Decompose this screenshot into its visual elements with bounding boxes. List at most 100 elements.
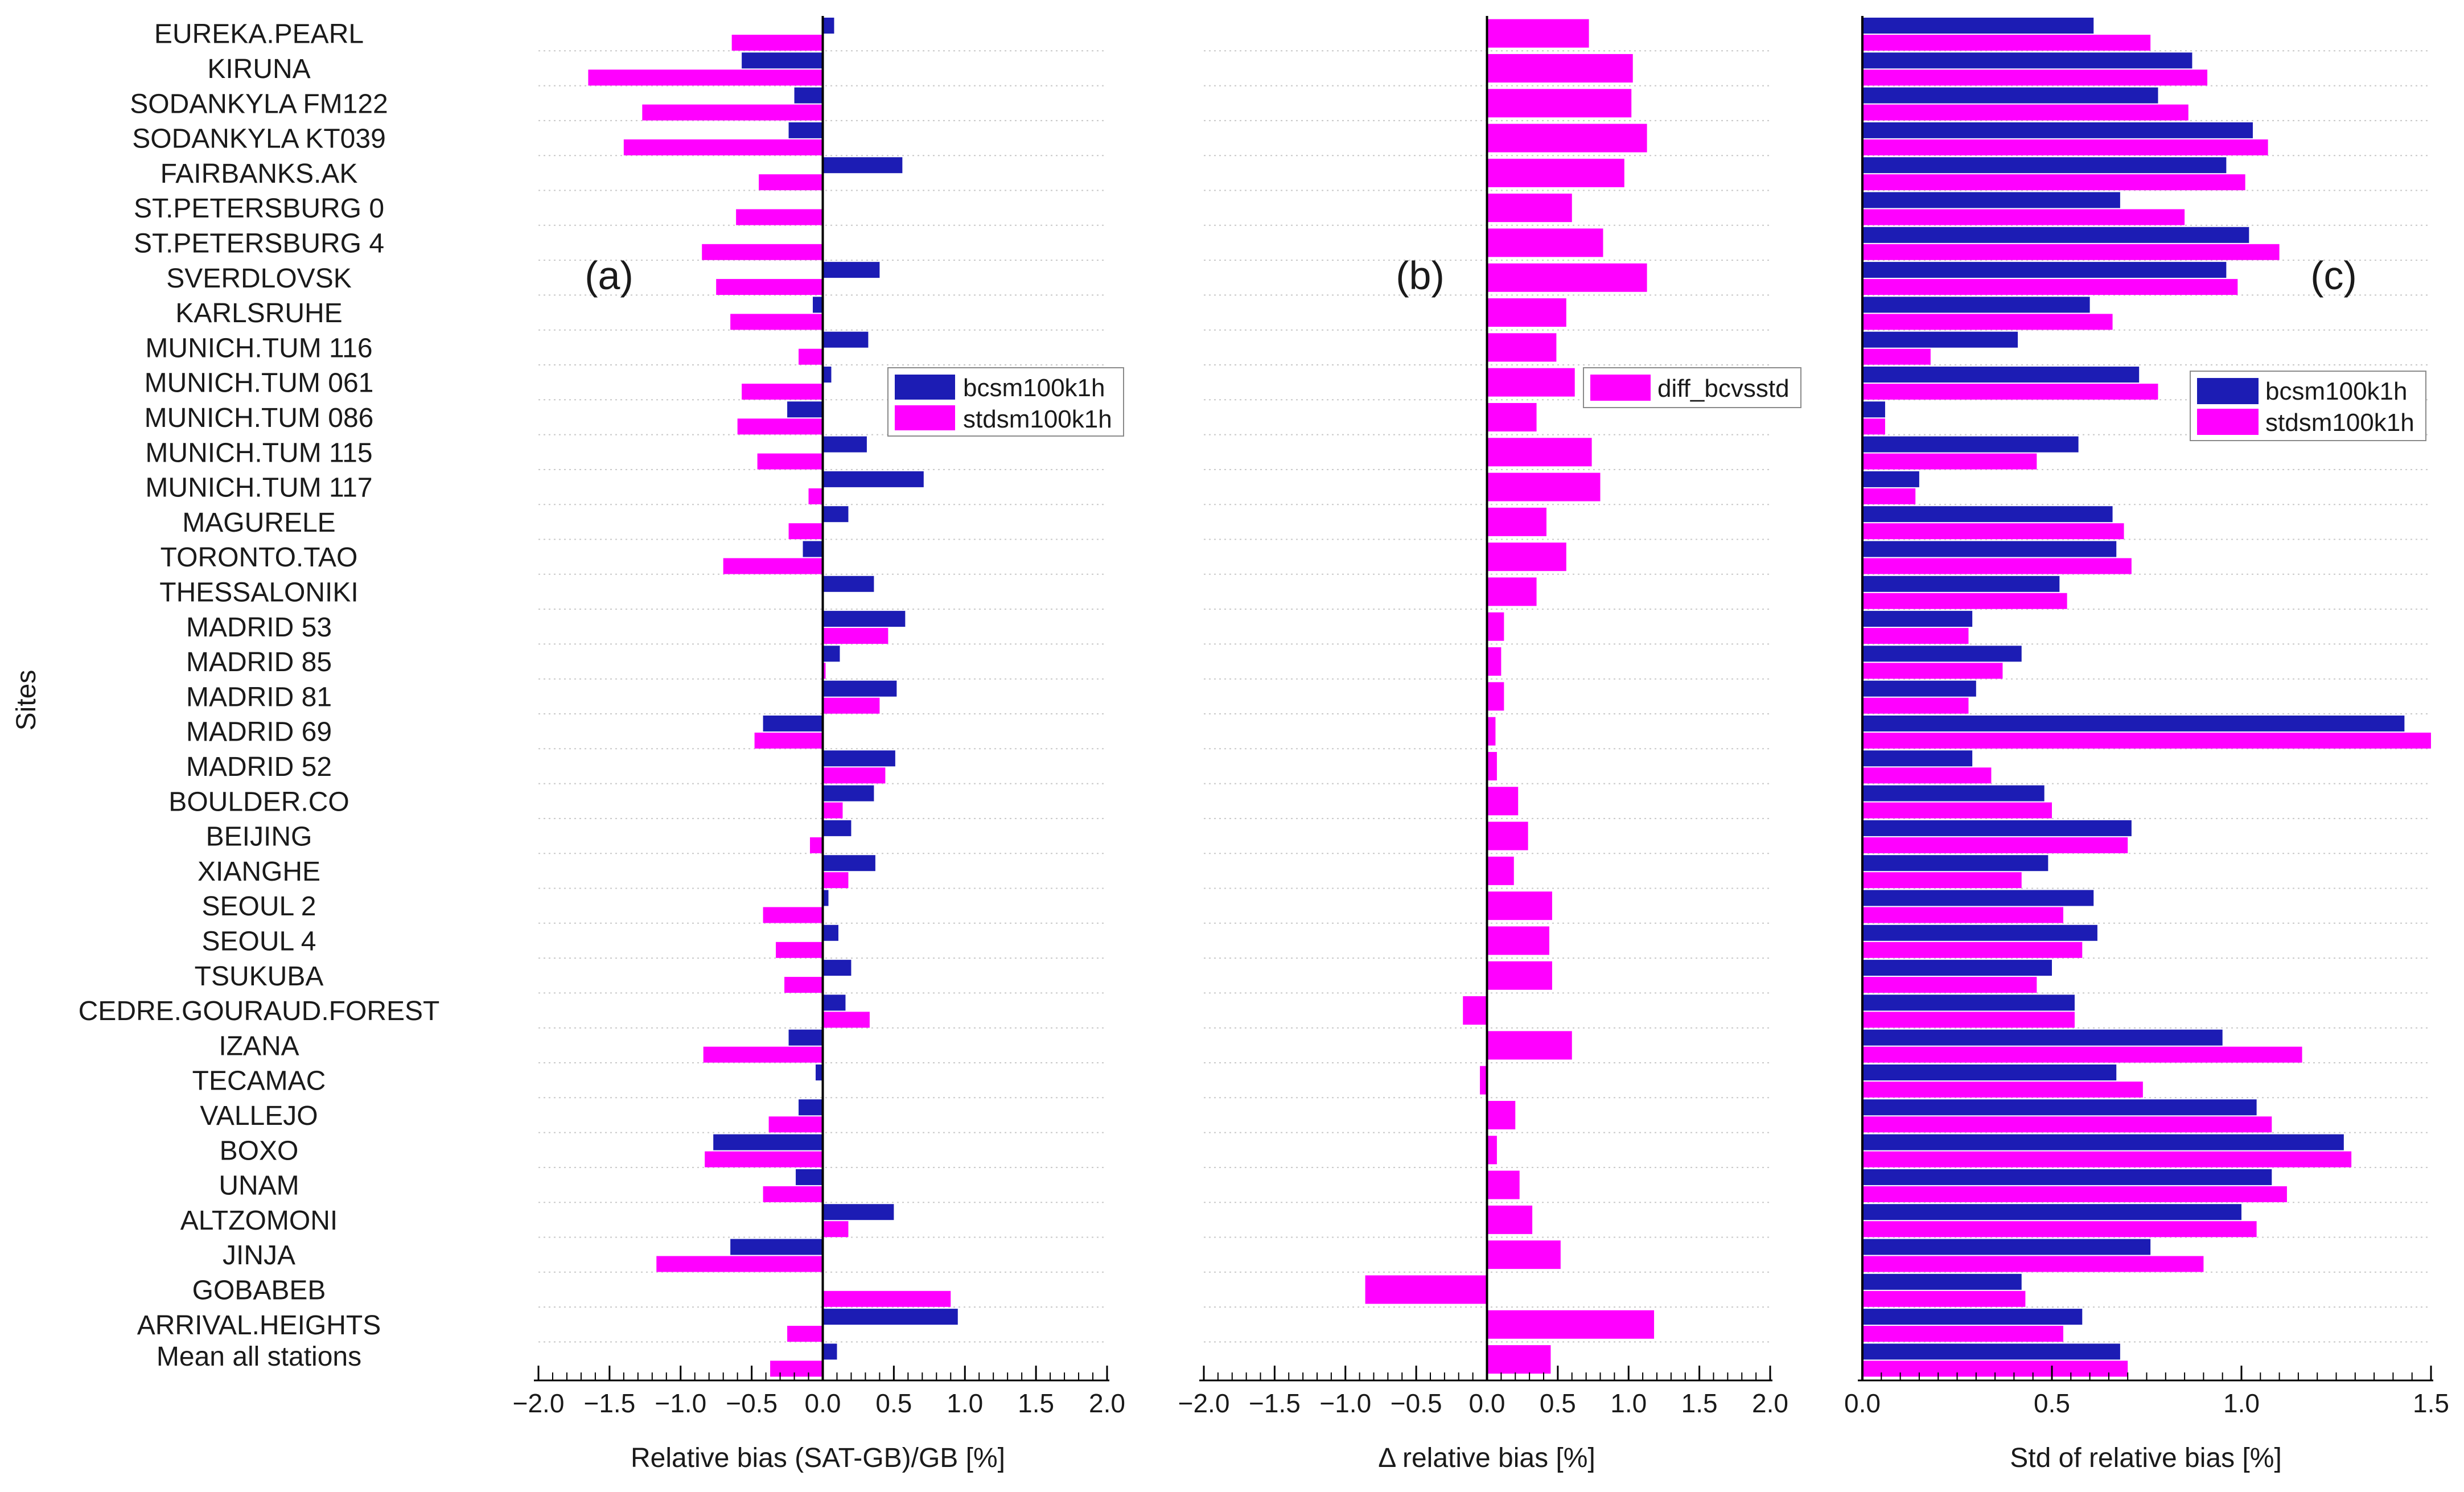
site-label-boulder-co: BOULDER.CO xyxy=(168,787,349,817)
panel-b-x-tick-label: 1.5 xyxy=(1681,1388,1718,1418)
panel-a-bar-stdsm100k1h-seoul-4 xyxy=(776,942,823,958)
panel-a-bar-stdsm100k1h-munich-tum-061 xyxy=(742,384,823,400)
panel-b-x-tick-label: 0.0 xyxy=(1469,1388,1505,1418)
panel-a-bar-bcsm100k1h-munich-tum-116 xyxy=(822,331,869,348)
panel-a-bar-bcsm100k1h-munich-tum-086 xyxy=(787,401,823,418)
panel-c-bar-bcsm100k1h-munich-tum-086 xyxy=(1862,401,1885,418)
panel-a-bar-stdsm100k1h-arrival-heights xyxy=(787,1326,823,1342)
panel-b-bar-diff-bcvsstd-munich-tum-117 xyxy=(1487,472,1601,502)
panel-c-bar-stdsm100k1h-munich-tum-117 xyxy=(1862,488,1916,504)
site-label-st-petersburg-0: ST.PETERSBURG 0 xyxy=(134,194,384,224)
panel-a-bar-stdsm100k1h-madrid-52 xyxy=(822,767,886,784)
panel-b-bar-diff-bcvsstd-madrid-52 xyxy=(1487,751,1497,780)
panel-c-bar-bcsm100k1h-munich-tum-117 xyxy=(1862,471,1919,487)
panel-c-bar-stdsm100k1h-madrid-85 xyxy=(1862,663,2003,679)
panel-a-bar-stdsm100k1h-munich-tum-117 xyxy=(808,488,823,504)
site-label-sodankyla-fm122: SODANKYLA FM122 xyxy=(130,89,388,119)
panel-c-bar-bcsm100k1h-sodankyla-fm122 xyxy=(1862,87,2158,104)
site-label-munich-tum-086: MUNICH.TUM 086 xyxy=(145,403,374,433)
panel-c-bar-bcsm100k1h-altzomoni xyxy=(1862,1204,2241,1220)
panel-c-bar-stdsm100k1h-munich-tum-116 xyxy=(1862,348,1931,365)
panel-a-bar-stdsm100k1h-madrid-69 xyxy=(754,733,823,749)
panel-c-x-axis-title: Std of relative bias [%] xyxy=(2010,1443,2282,1473)
site-label-fairbanks-ak: FAIRBANKS.AK xyxy=(161,159,358,189)
panel-c-bar-bcsm100k1h-beijing xyxy=(1862,820,2132,836)
panel-c-bar-bcsm100k1h-thessaloniki xyxy=(1862,576,2060,592)
panel-b-tag: (b) xyxy=(1396,253,1445,298)
panel-c-bar-stdsm100k1h-magurele xyxy=(1862,523,2124,540)
site-label-gobabeb: GOBABEB xyxy=(192,1275,326,1305)
panel-a-x-tick-label: −1.5 xyxy=(583,1388,635,1418)
panel-b-bar-diff-bcvsstd-madrid-85 xyxy=(1487,647,1502,676)
panel-c-bar-bcsm100k1h-gobabeb xyxy=(1862,1273,2022,1290)
panel-a-bar-stdsm100k1h-beijing xyxy=(810,837,823,853)
site-label-cedre-gouraud-forest: CEDRE.GOURAUD.FOREST xyxy=(79,996,440,1026)
site-label-vallejo: VALLEJO xyxy=(200,1101,318,1131)
panel-a-bar-bcsm100k1h-sodankyla-kt039 xyxy=(788,122,823,138)
panel-b-x-tick-label: −0.5 xyxy=(1391,1388,1442,1418)
panel-a-bar-stdsm100k1h-sverdlovsk xyxy=(716,279,823,295)
panel-a-bar-stdsm100k1h-karlsruhe xyxy=(730,314,823,330)
panel-c-bar-bcsm100k1h-unam xyxy=(1862,1169,2272,1185)
panel-a-bar-stdsm100k1h-mean-all-stations xyxy=(770,1361,823,1377)
site-label-beijing: BEIJING xyxy=(206,822,312,852)
panel-b-bar-diff-bcvsstd-izana xyxy=(1487,1031,1572,1060)
panel-c-bar-stdsm100k1h-boxo xyxy=(1862,1151,2352,1168)
panel-c-bar-stdsm100k1h-izana xyxy=(1862,1046,2302,1063)
panel-a-bar-stdsm100k1h-izana xyxy=(703,1046,823,1063)
panel-c-bar-bcsm100k1h-munich-tum-116 xyxy=(1862,331,2018,348)
panel-c-x-tick-label: 1.0 xyxy=(2223,1388,2260,1418)
panel-a-bar-stdsm100k1h-vallejo xyxy=(768,1116,823,1133)
panel-c-x-tick-label: 0.5 xyxy=(2034,1388,2070,1418)
panel-c-bar-bcsm100k1h-madrid-81 xyxy=(1862,680,1976,697)
panel-a-bar-stdsm100k1h-munich-tum-115 xyxy=(757,453,823,470)
panel-b-bar-diff-bcvsstd-seoul-2 xyxy=(1487,891,1552,920)
panel-b-legend-box xyxy=(1583,367,1801,408)
panel-b-bar-diff-bcvsstd-boulder-co xyxy=(1487,787,1519,816)
panel-c-bar-stdsm100k1h-sverdlovsk xyxy=(1862,279,2238,295)
panel-a-bar-bcsm100k1h-madrid-81 xyxy=(822,680,897,697)
site-label-kiruna: KIRUNA xyxy=(207,54,310,84)
panel-a-bar-bcsm100k1h-sodankyla-fm122 xyxy=(794,87,823,104)
panel-a-x-tick-label: 1.5 xyxy=(1018,1388,1054,1418)
panel-a-bar-bcsm100k1h-cedre-gouraud-forest xyxy=(822,994,846,1011)
panel-c-bar-bcsm100k1h-sverdlovsk xyxy=(1862,262,2227,278)
panel-a-bar-stdsm100k1h-cedre-gouraud-forest xyxy=(822,1012,870,1028)
site-label-munich-tum-117: MUNICH.TUM 117 xyxy=(145,473,372,503)
panel-c-bar-bcsm100k1h-jinja xyxy=(1862,1239,2151,1255)
panel-c-plot: 0.0 0.5 1.0 1.5 xyxy=(1844,16,2449,1418)
panel-c-bar-bcsm100k1h-kiruna xyxy=(1862,52,2192,69)
panel-a-bar-bcsm100k1h-munich-tum-115 xyxy=(822,436,867,453)
panel-a-bar-bcsm100k1h-vallejo xyxy=(799,1099,823,1116)
panel-c-bar-bcsm100k1h-karlsruhe xyxy=(1862,297,2090,313)
panel-b-bar-diff-bcvsstd-arrival-heights xyxy=(1487,1310,1655,1339)
panel-c-bar-stdsm100k1h-sodankyla-kt039 xyxy=(1862,139,2268,155)
panel-a-bar-stdsm100k1h-madrid-85 xyxy=(822,663,826,679)
panel-b-bar-diff-bcvsstd-thessaloniki xyxy=(1487,577,1537,606)
panel-c-tag: (c) xyxy=(2310,253,2357,298)
site-label-toronto-tao: TORONTO.TAO xyxy=(161,542,358,573)
site-label-seoul-2: SEOUL 2 xyxy=(202,891,316,922)
panel-c-bar-stdsm100k1h-tsukuba xyxy=(1862,977,2037,993)
panel-c-bar-stdsm100k1h-xianghe xyxy=(1862,872,2022,889)
panel-c-bar-stdsm100k1h-cedre-gouraud-forest xyxy=(1862,1012,2075,1028)
panel-b-bar-diff-bcvsstd-eureka-pearl xyxy=(1487,19,1589,48)
site-label-sverdlovsk: SVERDLOVSK xyxy=(166,264,351,294)
panel-a-x-tick-label: −1.0 xyxy=(655,1388,706,1418)
site-label-seoul-4: SEOUL 4 xyxy=(202,926,316,956)
panel-b-bar-diff-bcvsstd-beijing xyxy=(1487,821,1528,850)
site-label-boxo: BOXO xyxy=(220,1136,299,1166)
panel-c-bar-stdsm100k1h-seoul-4 xyxy=(1862,942,2083,958)
panel-a-tag: (a) xyxy=(585,253,634,298)
panel-a-bar-stdsm100k1h-kiruna xyxy=(588,69,823,86)
panel-a-bar-bcsm100k1h-altzomoni xyxy=(822,1204,894,1220)
panel-c-bar-bcsm100k1h-madrid-85 xyxy=(1862,646,2022,662)
panel-b-bar-diff-bcvsstd-unam xyxy=(1487,1170,1520,1199)
panel-c-bar-stdsm100k1h-karlsruhe xyxy=(1862,314,2113,330)
panel-c-bar-bcsm100k1h-toronto-tao xyxy=(1862,541,2117,557)
panel-a-bar-bcsm100k1h-munich-tum-117 xyxy=(822,471,924,487)
panel-c-bar-bcsm100k1h-magurele xyxy=(1862,506,2113,523)
panel-c-bar-stdsm100k1h-st-petersburg-0 xyxy=(1862,209,2185,225)
panel-b-plot: −2.0 −1.5 −1.0 −0.5 0.0 0.5 1.0 1.5 2.0 xyxy=(1178,16,1788,1418)
panel-a-bar-stdsm100k1h-st-petersburg-4 xyxy=(702,244,823,260)
